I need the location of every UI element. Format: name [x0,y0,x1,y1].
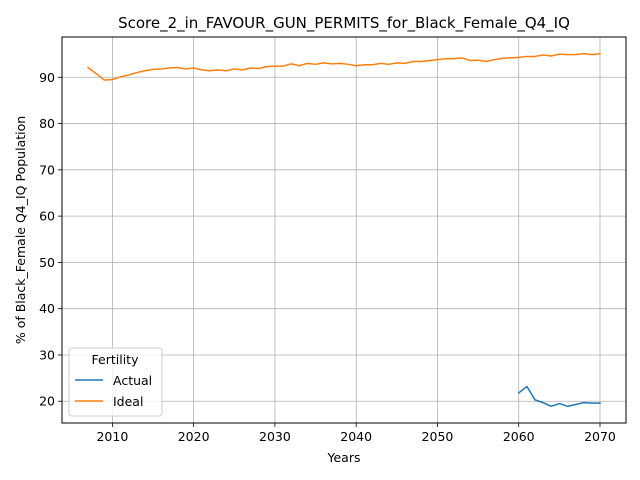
y-axis-ticks: 20 30 40 50 60 70 80 90 [39,70,62,409]
legend-label-actual: Actual [113,373,152,388]
series-line-actual [517,385,601,408]
x-tick-label: 2010 [96,429,128,444]
legend: Fertility Actual Ideal [68,347,163,417]
plot-frame [61,36,627,424]
y-axis-label: % of Black_Female Q4_IQ Population [13,116,28,344]
y-tick-label: 80 [39,116,55,131]
y-tick-label: 90 [39,70,55,85]
y-tick-label: 60 [39,209,55,224]
chart-title: Score_2_in_FAVOUR_GUN_PERMITS_for_Black_… [118,14,570,33]
legend-title: Fertility [92,352,140,367]
x-tick-label: 2070 [584,429,616,444]
x-tick-label: 2030 [259,429,291,444]
y-tick-label: 20 [39,394,55,409]
y-tick-label: 30 [39,347,55,362]
series-line-ideal [86,52,601,81]
y-tick-label: 50 [39,255,55,270]
x-tick-label: 2060 [503,429,535,444]
x-tick-label: 2040 [340,429,372,444]
legend-box [68,347,163,417]
legend-label-ideal: Ideal [113,394,143,409]
x-axis-label: Years [327,450,361,465]
y-tick-label: 70 [39,162,55,177]
y-tick-label: 40 [39,301,55,316]
x-tick-label: 2020 [178,429,210,444]
x-axis-ticks: 2010 2020 2030 2040 2050 2060 2070 [96,423,616,444]
x-tick-label: 2050 [422,429,454,444]
series-layer [86,52,601,408]
